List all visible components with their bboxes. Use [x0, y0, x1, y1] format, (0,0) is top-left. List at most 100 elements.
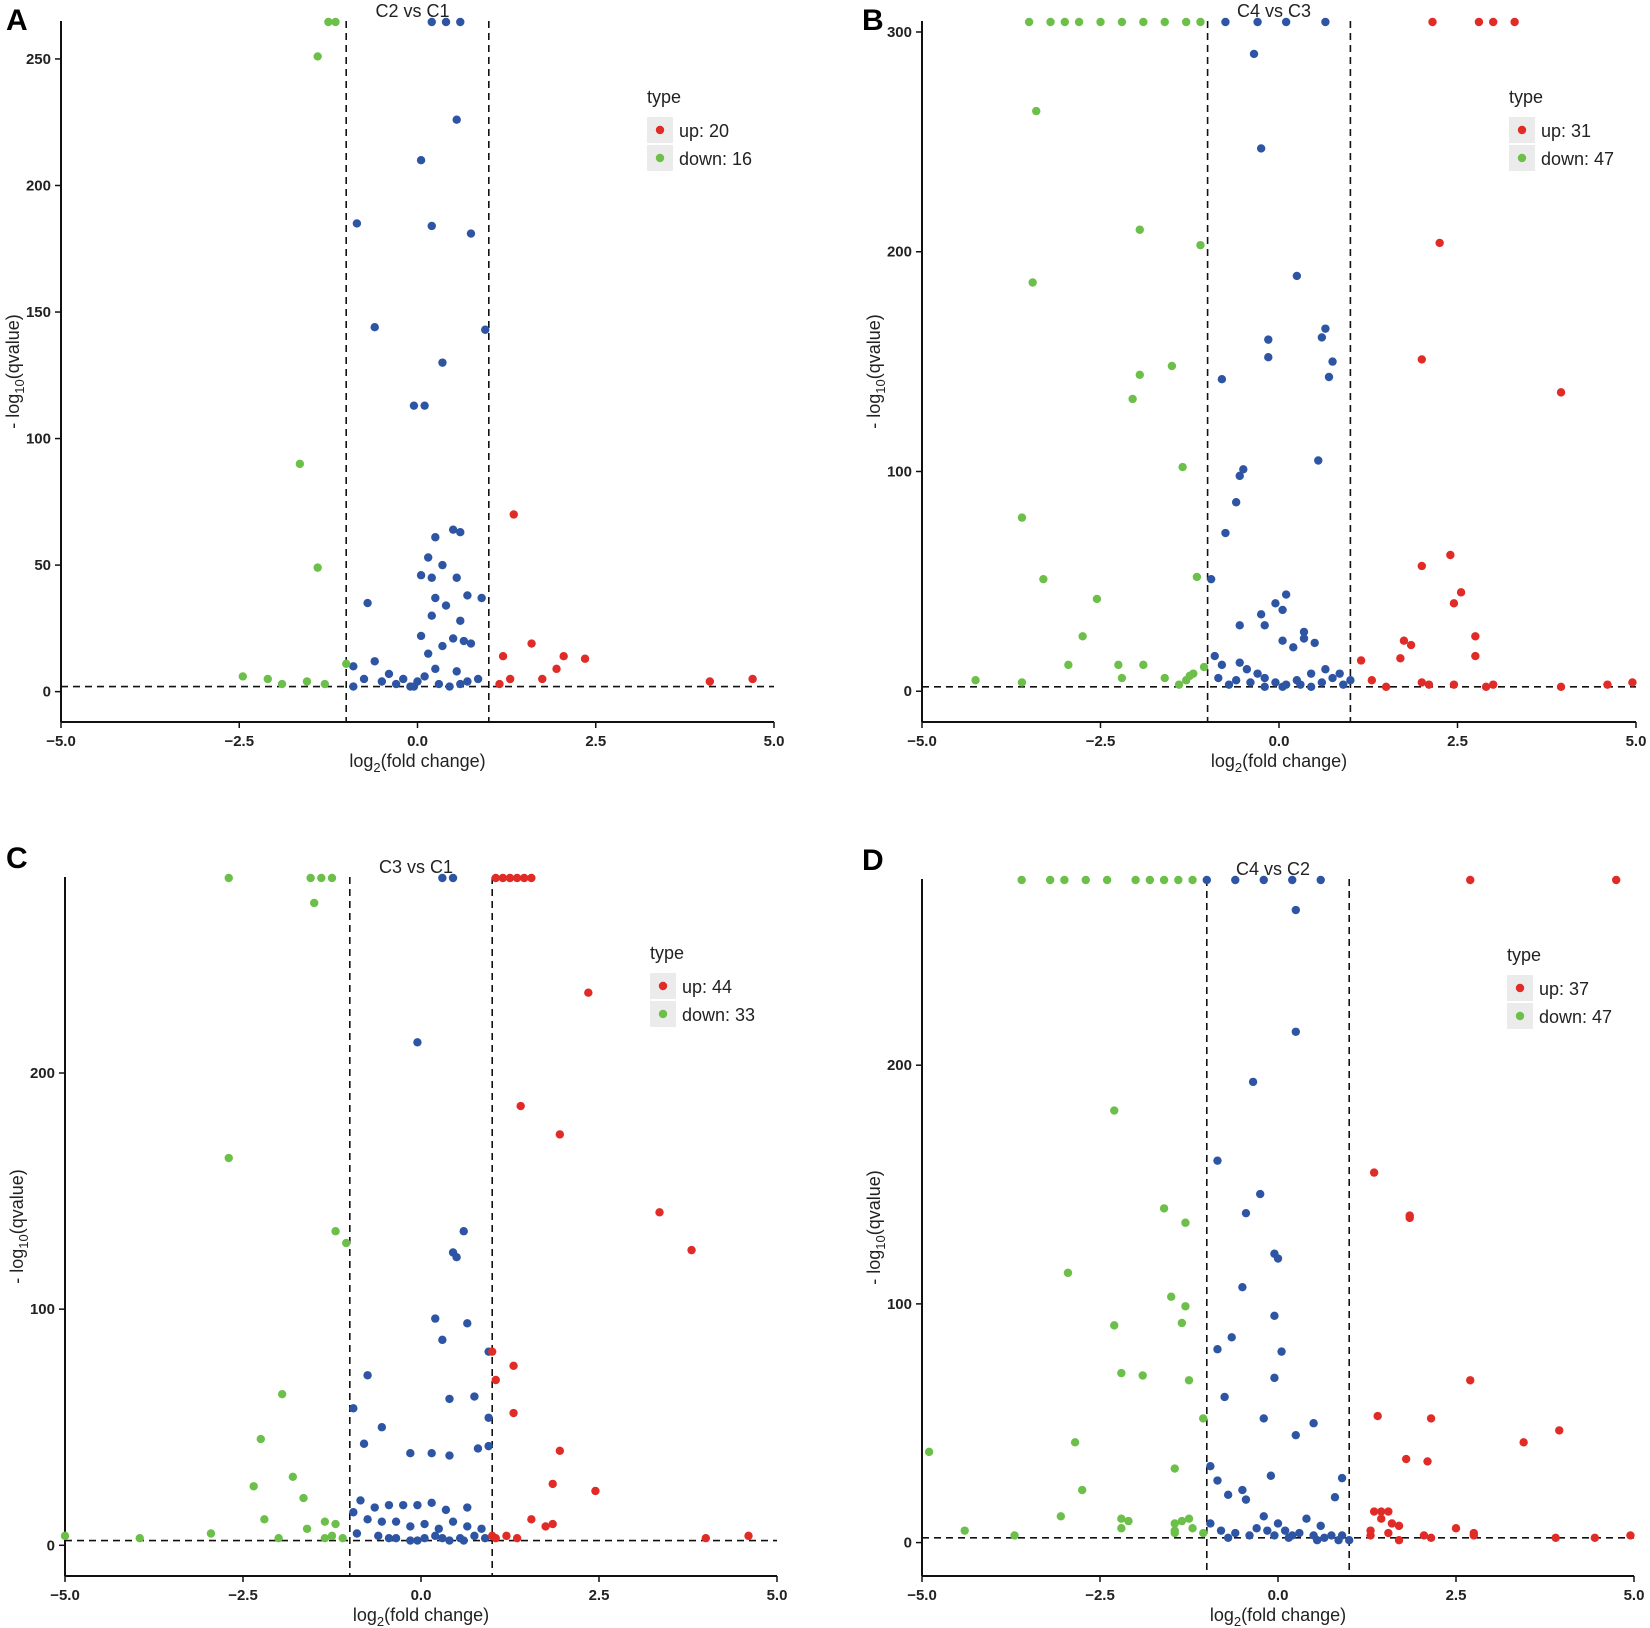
point-up — [1396, 654, 1405, 663]
point-nodiff — [452, 667, 461, 676]
point-down — [1192, 572, 1202, 582]
point-nodiff — [349, 662, 358, 671]
panel-a: A C2 vs C1 −5.0 −2.5 0.0 2.5 5.0 0 50 100 150 200 25… — [3, 1, 784, 775]
point-up — [1466, 875, 1475, 885]
point-nodiff — [1253, 17, 1262, 27]
point-nodiff — [1260, 621, 1269, 630]
point-down — [1185, 671, 1194, 681]
point-nodiff — [1206, 574, 1216, 584]
point-down — [224, 1153, 233, 1163]
point-nodiff — [477, 1524, 486, 1533]
point-nodiff — [420, 672, 429, 681]
point-nodiff — [1264, 335, 1273, 344]
point-nodiff — [1259, 875, 1268, 885]
point-down — [249, 1482, 258, 1491]
y-tick-label: 0 — [43, 684, 51, 701]
point-nodiff — [370, 323, 379, 332]
point-nodiff — [1324, 372, 1334, 382]
point-nodiff — [1253, 669, 1262, 678]
point-nodiff — [1239, 465, 1248, 474]
legend-entry-down: down: 33 — [682, 1005, 755, 1025]
point-down — [1045, 875, 1055, 885]
point-nodiff — [416, 631, 426, 641]
point-nodiff — [1249, 49, 1259, 59]
point-nodiff — [352, 1529, 362, 1538]
point-down — [313, 52, 322, 61]
point-up — [744, 1531, 753, 1541]
point-up — [1556, 388, 1566, 397]
point-down — [1170, 1519, 1179, 1528]
point-down — [260, 1515, 269, 1524]
point-nodiff — [1213, 1156, 1222, 1165]
point-up — [580, 654, 590, 663]
x-tick-label: 0.0 — [1268, 1587, 1289, 1604]
point-down — [302, 1524, 312, 1533]
point-nodiff — [1310, 638, 1319, 648]
point-nodiff — [1231, 676, 1241, 685]
x-axis-label: log2(fold change) — [349, 751, 485, 775]
point-nodiff — [438, 1335, 447, 1345]
point-nodiff — [431, 664, 440, 674]
point-nodiff — [1291, 905, 1301, 915]
point-nodiff — [1235, 658, 1244, 667]
point-nodiff — [413, 1038, 422, 1047]
y-tick-label: 300 — [887, 24, 912, 41]
point-up — [1367, 676, 1377, 685]
point-down — [1117, 1368, 1126, 1378]
point-nodiff — [441, 601, 451, 610]
point-nodiff — [1231, 875, 1240, 885]
point-down — [1188, 875, 1197, 885]
point-nodiff — [377, 677, 387, 686]
point-nodiff — [409, 682, 419, 691]
point-nodiff — [463, 1522, 472, 1531]
point-nodiff — [413, 1500, 422, 1510]
point-down — [1046, 17, 1055, 27]
point-down — [960, 1526, 969, 1535]
x-tick-label: −2.5 — [228, 1587, 258, 1604]
point-nodiff — [1291, 1027, 1301, 1036]
point-nodiff — [470, 1392, 479, 1401]
point-nodiff — [427, 1498, 436, 1507]
point-up — [1603, 680, 1612, 689]
panel-letter: C — [6, 842, 28, 875]
point-down — [1024, 17, 1034, 27]
point-down — [256, 1434, 265, 1444]
point-down — [331, 1227, 340, 1236]
point-down — [1167, 361, 1177, 371]
point-down — [1039, 574, 1048, 584]
point-up — [488, 1347, 497, 1356]
point-down — [277, 1389, 287, 1399]
point-nodiff — [406, 1449, 415, 1458]
point-down — [1184, 1514, 1194, 1523]
point-down — [324, 17, 333, 27]
point-up — [1377, 1507, 1386, 1516]
point-down — [1184, 1376, 1194, 1385]
point-nodiff — [1346, 676, 1355, 685]
point-nodiff — [1235, 621, 1244, 630]
point-nodiff — [363, 1515, 372, 1524]
point-nodiff — [448, 525, 458, 534]
point-up — [1471, 651, 1480, 661]
x-tick-label: −5.0 — [907, 733, 937, 750]
point-up — [1394, 1535, 1404, 1545]
point-down — [288, 1472, 298, 1482]
point-nodiff — [1295, 1528, 1304, 1538]
point-up — [1356, 656, 1366, 665]
point-up — [527, 1515, 536, 1524]
chart-title: C4 vs C3 — [1237, 1, 1311, 21]
point-nodiff — [391, 679, 401, 689]
point-down — [1167, 1292, 1176, 1301]
point-nodiff — [1317, 678, 1327, 687]
point-nodiff — [391, 1517, 401, 1526]
panel-letter: B — [862, 4, 884, 37]
point-down — [1139, 17, 1148, 27]
point-down — [1124, 1516, 1133, 1526]
legend-key-down — [655, 153, 665, 163]
point-down — [1174, 875, 1183, 885]
point-nodiff — [420, 1534, 429, 1543]
point-down — [1160, 17, 1169, 27]
point-nodiff — [1221, 528, 1230, 538]
point-nodiff — [1227, 1333, 1236, 1342]
point-down — [1078, 1485, 1087, 1495]
point-nodiff — [434, 679, 444, 689]
